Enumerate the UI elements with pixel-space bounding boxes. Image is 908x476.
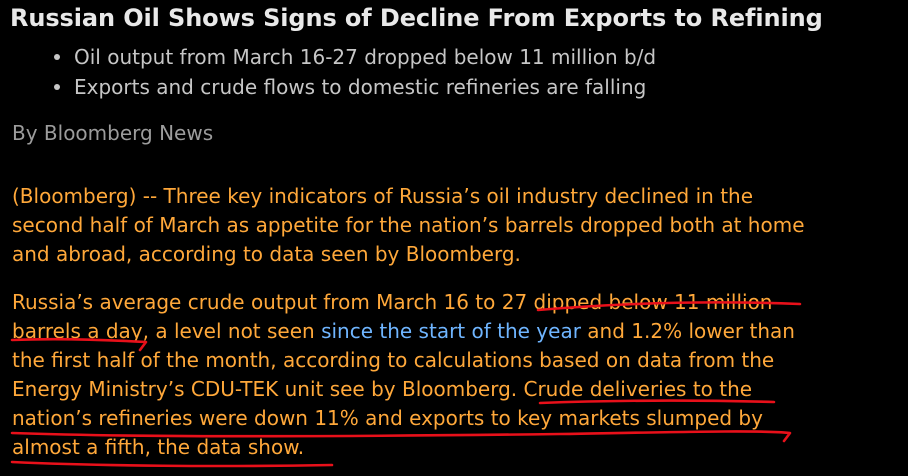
body-line: (Bloomberg) -- Three key indicators of R…	[12, 184, 754, 208]
article-headline: Russian Oil Shows Signs of Decline From …	[10, 4, 823, 32]
body-paragraph-1: (Bloomberg) -- Three key indicators of R…	[12, 182, 805, 269]
body-paragraph-2: Russia’s average crude output from March…	[12, 288, 795, 462]
body-line: and abroad, according to data seen by Bl…	[12, 242, 521, 266]
underline-mark	[10, 460, 334, 468]
bullet-dot-icon	[54, 84, 60, 90]
summary-bullet: Oil output from March 16-27 dropped belo…	[48, 42, 656, 72]
body-line: the first half of the month, according t…	[12, 348, 775, 372]
summary-bullet: Exports and crude flows to domestic refi…	[48, 72, 656, 102]
summary-bullet-text: Oil output from March 16-27 dropped belo…	[74, 45, 657, 69]
bullet-dot-icon	[54, 54, 60, 60]
byline: By Bloomberg News	[12, 121, 214, 145]
since-start-of-year-link[interactable]: since the start of the year	[321, 319, 581, 343]
summary-bullets: Oil output from March 16-27 dropped belo…	[48, 42, 656, 102]
body-text: barrels a day, a level not seen	[12, 319, 322, 343]
body-line: Russia’s average crude output from March…	[12, 290, 773, 314]
body-line: almost a fifth, the data show.	[12, 435, 305, 459]
summary-bullet-text: Exports and crude flows to domestic refi…	[74, 75, 647, 99]
body-line: nation’s refineries were down 11% and ex…	[12, 406, 763, 430]
body-line-with-link: barrels a day, a level not seen since th…	[12, 317, 795, 346]
body-line: second half of March as appetite for the…	[12, 213, 805, 237]
body-text: and 1.2% lower than	[580, 319, 795, 343]
body-line: Energy Ministry’s CDU-TEK unit see by Bl…	[12, 377, 753, 401]
